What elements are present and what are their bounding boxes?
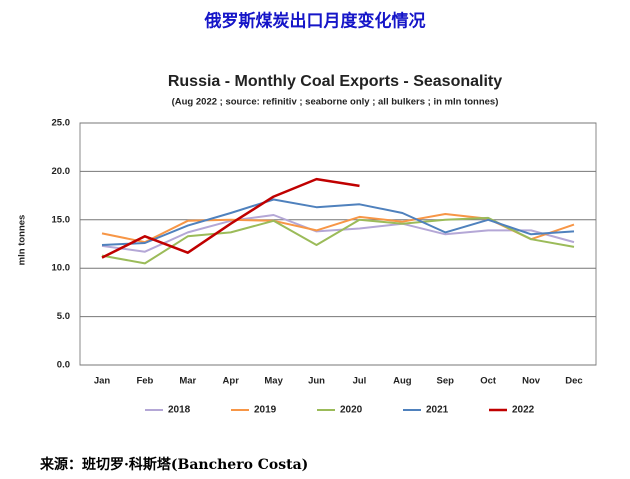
x-tick-label: Dec [565,376,582,387]
y-tick-label: 0.0 [57,360,70,371]
legend-label: 2022 [512,405,535,416]
y-axis-label: mln tonnes [17,215,28,266]
x-tick-label: May [264,376,283,387]
y-tick-label: 5.0 [57,311,70,322]
plot-area [79,122,597,366]
legend-label: 2018 [168,405,191,416]
x-tick-label: Apr [223,376,240,387]
legend-label: 2019 [254,405,277,416]
header-title: 俄罗斯煤炭出口月度变化情况 [204,11,426,32]
x-tick-label: Jul [353,376,367,387]
x-tick-label: Sep [437,376,455,387]
series-line [101,177,360,259]
x-tick-label: Nov [522,376,541,387]
legend-label: 2020 [340,405,363,416]
x-tick-label: Jan [94,376,111,387]
series-line [101,214,575,253]
x-tick-label: Oct [480,376,497,387]
legend-label: 2021 [426,405,449,416]
x-tick-label: Aug [393,376,412,387]
x-tick-label: Mar [179,376,196,387]
x-tick-label: Feb [136,376,153,387]
chart-title: Russia - Monthly Coal Exports - Seasonal… [168,73,502,90]
x-tick-label: Jun [308,376,325,387]
source: 来源：班切罗·科斯塔(Banchero Costa) [39,456,308,473]
series-line [101,213,575,244]
series-line [101,198,575,246]
y-tick-label: 15.0 [52,214,71,225]
y-tick-label: 25.0 [52,118,71,129]
y-tick-label: 20.0 [52,166,71,177]
y-tick-label: 10.0 [52,263,71,274]
chart-subtitle: (Aug 2022 ; source: refinitiv ; seaborne… [172,97,499,108]
